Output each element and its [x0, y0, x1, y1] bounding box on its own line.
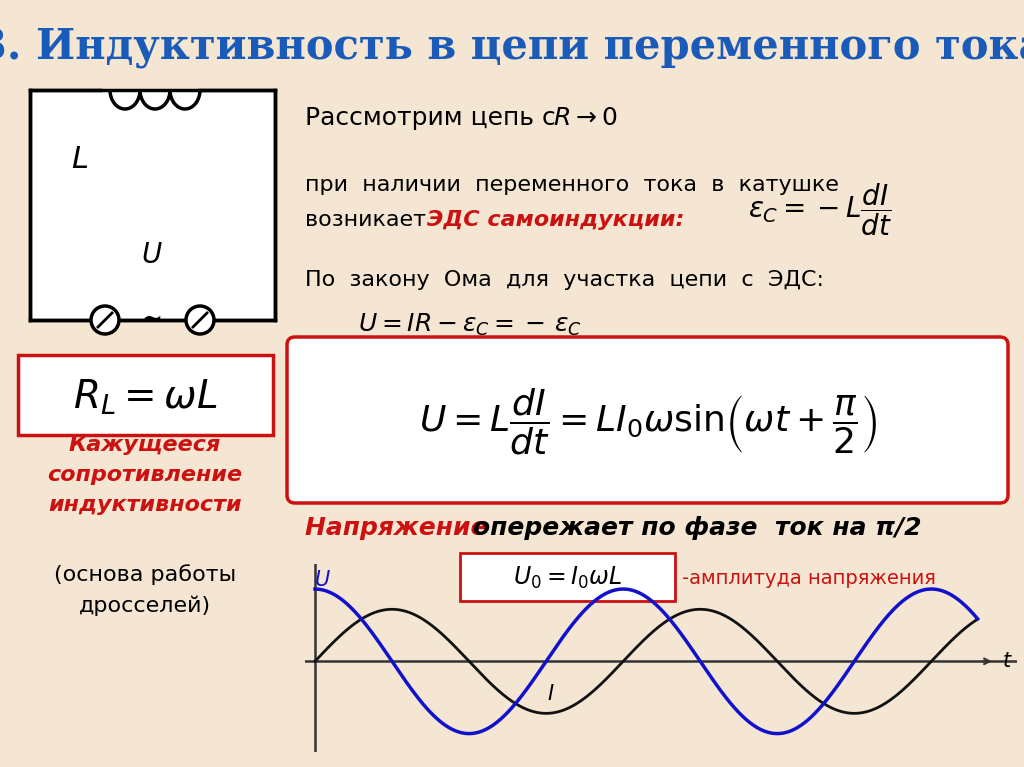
Text: при  наличии  переменного  тока  в  катушке: при наличии переменного тока в катушке [305, 175, 839, 195]
Polygon shape [30, 90, 275, 320]
Text: $U$: $U$ [314, 571, 331, 591]
Text: $R \rightarrow 0$: $R \rightarrow 0$ [553, 106, 617, 130]
Text: 3. Индуктивность в цепи переменного тока: 3. Индуктивность в цепи переменного тока [0, 27, 1024, 69]
Text: По  закону  Ома  для  участка  цепи  с  ЭДС:: По закону Ома для участка цепи с ЭДС: [305, 270, 824, 290]
Text: опережает по фазе  ток на π/2: опережает по фазе ток на π/2 [473, 516, 922, 540]
Text: $U = IR - \varepsilon_C = -\,\varepsilon_C$: $U = IR - \varepsilon_C = -\,\varepsilon… [358, 312, 582, 338]
Text: $I$: $I$ [547, 684, 554, 704]
Text: Рассмотрим цепь с: Рассмотрим цепь с [305, 106, 564, 130]
Text: $U$: $U$ [141, 241, 163, 269]
Text: $U = L\dfrac{dI}{dt} = LI_0\omega\sin\!\left(\omega t + \dfrac{\pi}{2}\right)$: $U = L\dfrac{dI}{dt} = LI_0\omega\sin\!\… [419, 387, 877, 457]
Circle shape [186, 306, 214, 334]
FancyBboxPatch shape [18, 355, 273, 435]
Circle shape [91, 306, 119, 334]
FancyBboxPatch shape [287, 337, 1008, 503]
Text: ~: ~ [141, 308, 163, 332]
FancyBboxPatch shape [460, 553, 675, 601]
Text: ЭДС самоиндукции:: ЭДС самоиндукции: [427, 210, 684, 230]
Text: $U_0 = I_0\omega L$: $U_0 = I_0\omega L$ [513, 565, 623, 591]
Text: $L$: $L$ [72, 146, 89, 175]
Text: возникает: возникает [305, 210, 433, 230]
Text: (основа работы
дросселей): (основа работы дросселей) [54, 565, 237, 616]
Text: Напряжение: Напряжение [305, 516, 497, 540]
Text: $R_L = \omega L$: $R_L = \omega L$ [73, 377, 217, 416]
Text: -амплитуда напряжения: -амплитуда напряжения [682, 568, 936, 588]
Text: $t$: $t$ [1002, 651, 1013, 671]
Text: Кажущееся
сопротивление
индуктивности: Кажущееся сопротивление индуктивности [47, 436, 243, 515]
Text: $\varepsilon_C = -L\dfrac{dI}{dt}$: $\varepsilon_C = -L\dfrac{dI}{dt}$ [748, 182, 892, 239]
